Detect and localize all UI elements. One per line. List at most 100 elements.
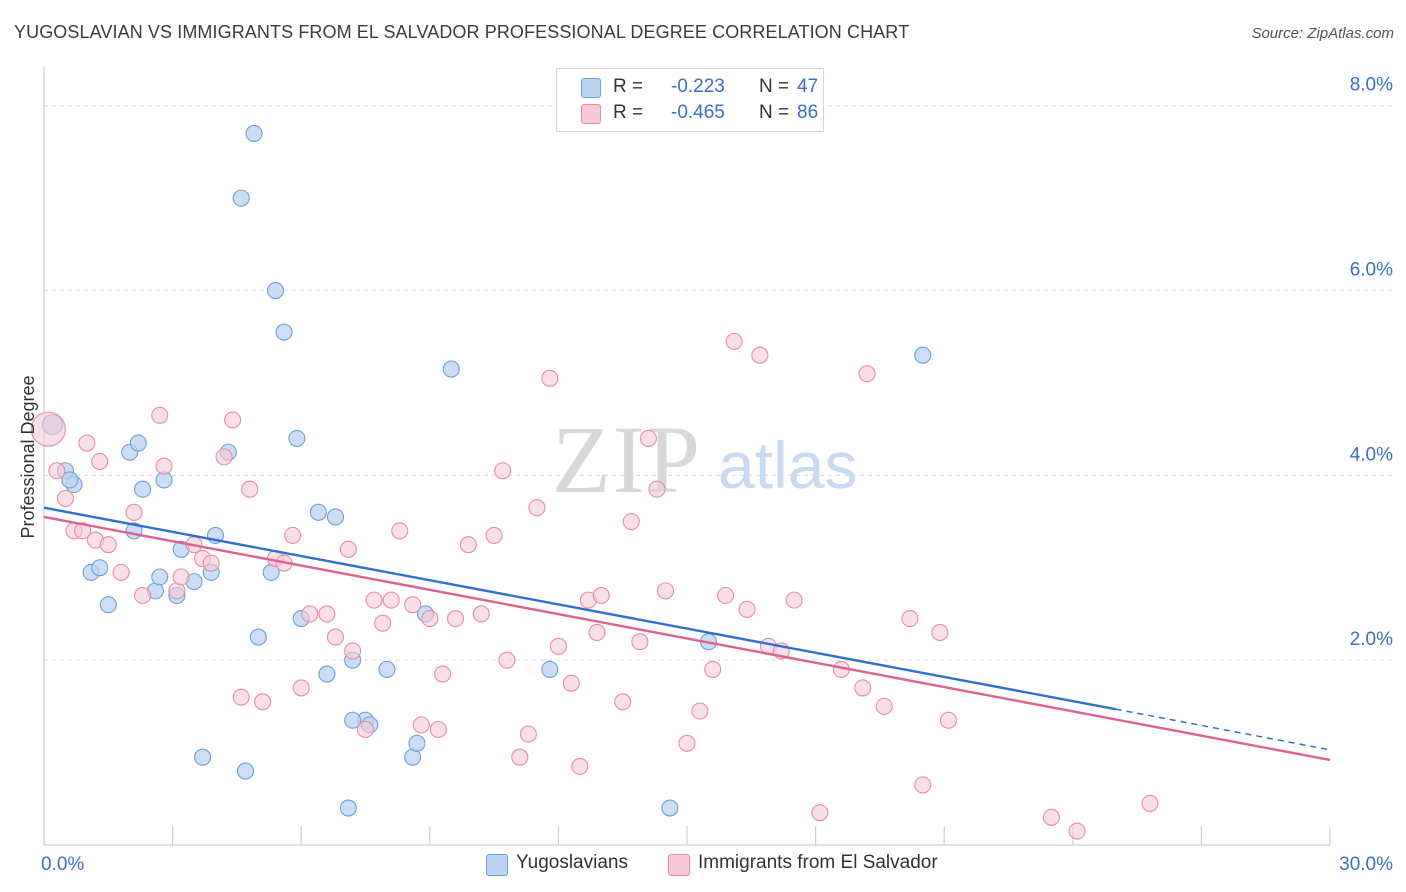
el-salvador-trend-line [43, 515, 1331, 762]
el-salvador-point [434, 665, 452, 683]
el-salvador-point [472, 605, 490, 623]
el-salvador-point [301, 605, 319, 623]
series-swatch-blue [486, 854, 508, 876]
el-salvador-point [151, 406, 169, 424]
el-salvador-point [232, 688, 250, 706]
el-salvador-point [382, 591, 400, 609]
yugoslavian-point [151, 568, 169, 586]
el-salvador-point [172, 568, 190, 586]
el-salvador-point [738, 600, 756, 618]
el-salvador-point [91, 452, 109, 471]
legend-n-value: 47 [797, 76, 819, 97]
el-salvador-point [562, 674, 580, 692]
el-salvador-point [48, 462, 66, 480]
el-salvador-point [511, 748, 529, 766]
yugoslavian-point [275, 323, 293, 341]
x-tick-label: 30.0% [1339, 854, 1393, 875]
el-salvador-point [292, 679, 310, 697]
el-salvador-point [657, 582, 675, 600]
gridlines [44, 105, 1392, 661]
yugoslavian-point [378, 660, 396, 678]
el-salvador-point [854, 679, 872, 697]
x-tick-label: 0.0% [41, 854, 84, 875]
el-salvador-point [704, 660, 722, 678]
watermark: ZIP atlas [552, 406, 857, 513]
el-salvador-point [284, 526, 302, 544]
el-salvador-point [112, 563, 130, 581]
y-tick-label: 2.0% [1350, 629, 1393, 650]
el-salvador-point [648, 480, 666, 498]
yugoslavian-point [339, 799, 357, 817]
yugoslavian-point [661, 799, 679, 817]
y-tick-label: 4.0% [1350, 444, 1393, 465]
el-salvador-point [56, 489, 74, 508]
el-salvador-point [125, 503, 143, 521]
el-salvador-point [485, 526, 503, 544]
el-salvador-point [875, 697, 893, 715]
series-label: Yugoslavians [516, 852, 628, 873]
yugoslavian-point [442, 360, 460, 378]
legend-swatch-pink [581, 104, 601, 124]
el-salvador-point [901, 610, 919, 628]
watermark-atlas: atlas [718, 428, 857, 502]
el-salvador-point [528, 499, 546, 517]
el-salvador-point [614, 693, 632, 711]
yugoslavian-point [61, 471, 79, 489]
yugoslavian-point [288, 429, 306, 447]
el-salvador-point [344, 642, 362, 660]
el-salvador-point [717, 586, 735, 605]
el-salvador-point [318, 605, 336, 623]
el-salvador-point [339, 540, 357, 558]
el-salvador-point [412, 716, 430, 734]
el-salvador-point [429, 720, 447, 739]
yugoslavian-point [245, 124, 263, 142]
yugoslavian-point [266, 281, 285, 300]
el-salvador-point [224, 411, 242, 429]
el-salvador-point [356, 720, 375, 739]
el-salvador-point [811, 804, 829, 822]
yugoslavian-point [91, 559, 109, 577]
yugoslavian-point [318, 665, 336, 683]
el-salvador-point [446, 610, 465, 628]
el-salvador-point [254, 693, 272, 711]
el-salvador-point [631, 633, 649, 651]
chart-title: YUGOSLAVIAN VS IMMIGRANTS FROM EL SALVAD… [14, 22, 910, 42]
el-salvador-point [74, 522, 92, 540]
el-salvador-point [215, 448, 233, 466]
y-axis-title: Professional Degree [18, 375, 38, 538]
el-salvador-point [588, 623, 606, 642]
el-salvador-point [519, 725, 537, 743]
el-salvador-point [691, 702, 709, 720]
el-salvador-point [498, 651, 516, 669]
el-salvador-point [155, 457, 173, 475]
legend-r-value: -0.465 [671, 102, 725, 123]
el-salvador-point [678, 734, 696, 752]
el-salvador-point [858, 365, 876, 383]
el-salvador-point [914, 776, 932, 794]
yugoslavian-point [344, 711, 362, 729]
yugoslavian-point [249, 628, 267, 646]
el-salvador-point [622, 513, 640, 531]
el-salvador-point [421, 610, 439, 628]
y-tick-label: 6.0% [1350, 260, 1393, 281]
legend-r-label: R = [613, 102, 644, 123]
watermark-zip: ZIP [552, 406, 702, 513]
el-salvador-point [592, 586, 610, 605]
yugoslavian-trend-line [43, 506, 1116, 711]
yugoslavian-point [408, 734, 426, 752]
trend-lines [43, 506, 1331, 762]
el-salvador-point [459, 536, 477, 554]
yugoslavian-point [134, 480, 152, 498]
yugoslavian-point [914, 346, 932, 364]
data-points [30, 124, 1159, 840]
y-tick-label: 8.0% [1350, 75, 1393, 96]
el-salvador-point [751, 346, 769, 364]
el-salvador-point [241, 480, 259, 498]
yugoslavian-point [194, 748, 212, 766]
el-salvador-point [30, 411, 66, 447]
legend-r-value: -0.223 [671, 76, 725, 97]
el-salvador-point [939, 711, 958, 729]
yugoslavian-point [326, 508, 345, 526]
el-salvador-point [494, 462, 512, 480]
el-salvador-point [1042, 808, 1060, 826]
